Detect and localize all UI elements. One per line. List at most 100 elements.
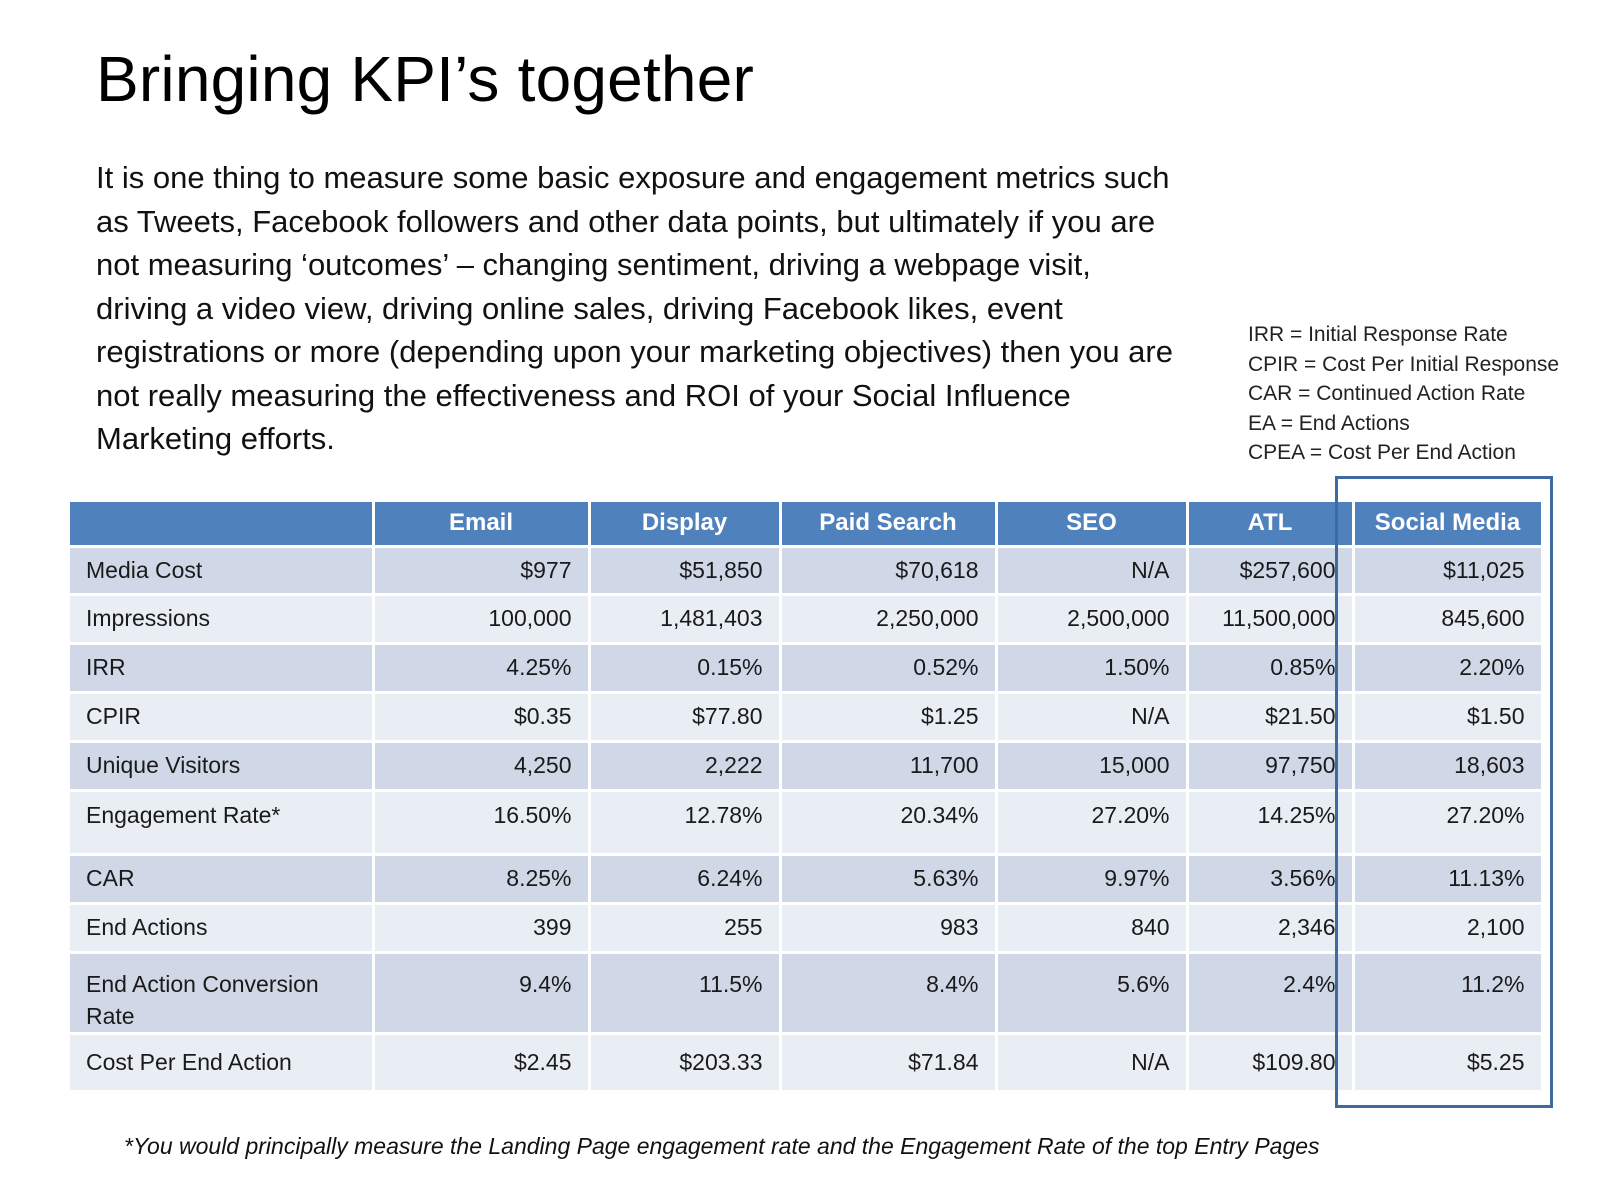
cell-social-media: 11.2%	[1353, 952, 1544, 1035]
column-header-social-media: Social Media	[1353, 502, 1544, 548]
cell-atl: 2,346	[1187, 903, 1355, 954]
footnote: *You would principally measure the Landi…	[124, 1133, 1320, 1159]
header-row: Email Display Paid Search SEO ATL Social…	[70, 502, 1544, 548]
legend-item-cpir: CPIR = Cost Per Initial Response	[1248, 352, 1560, 376]
cell-email: $977	[373, 546, 591, 596]
cell-seo: 2,500,000	[996, 594, 1189, 645]
legend-item-car: CAR = Continued Action Rate	[1248, 382, 1526, 405]
cell-email: 399	[373, 903, 591, 954]
cell-seo: N/A	[996, 692, 1189, 743]
cell-email: 8.25%	[373, 854, 591, 905]
row-label: Engagement Rate*	[70, 790, 375, 856]
cell-social-media: 27.20%	[1353, 790, 1544, 856]
cell-display: 11.5%	[589, 952, 782, 1035]
cell-display: $203.33	[589, 1033, 782, 1093]
cell-email: $2.45	[373, 1033, 591, 1093]
table-row-car: CAR 8.25% 6.24% 5.63% 9.97% 3.56% 11.13%	[70, 854, 1544, 905]
row-label: Impressions	[70, 594, 375, 645]
cell-social-media: $1.50	[1353, 692, 1544, 743]
cell-seo: 840	[996, 903, 1189, 954]
cell-paid-search: $70,618	[780, 546, 998, 596]
cell-seo: N/A	[996, 1033, 1189, 1093]
kpi-table: Email Display Paid Search SEO ATL Social…	[70, 502, 1544, 1093]
cell-display: 6.24%	[589, 854, 782, 905]
cell-email: 9.4%	[373, 952, 591, 1035]
table-row-end-actions: End Actions 399 255 983 840 2,346 2,100	[70, 903, 1544, 954]
table-row-end-action-conversion-rate: End Action Conversion Rate 9.4% 11.5% 8.…	[70, 952, 1544, 1035]
cell-atl: 14.25%	[1187, 790, 1355, 856]
cell-seo: 15,000	[996, 741, 1189, 792]
cell-display: 1,481,403	[589, 594, 782, 645]
cell-display: 12.78%	[589, 790, 782, 856]
cell-display: $77.80	[589, 692, 782, 743]
cell-seo: 1.50%	[996, 643, 1189, 694]
column-header-email: Email	[373, 502, 591, 548]
cell-atl: $109.80	[1187, 1033, 1355, 1093]
row-label: End Actions	[70, 903, 375, 954]
legend-item-irr: IRR = Initial Response Rate	[1248, 323, 1508, 346]
intro-paragraph: It is one thing to measure some basic ex…	[96, 160, 1173, 456]
row-label: CAR	[70, 854, 375, 905]
column-header-atl: ATL	[1187, 502, 1355, 548]
cell-atl: 3.56%	[1187, 854, 1355, 905]
cell-display: 0.15%	[589, 643, 782, 694]
cell-social-media: 18,603	[1353, 741, 1544, 792]
cell-paid-search: 2,250,000	[780, 594, 998, 645]
column-header-paid-search: Paid Search	[780, 502, 998, 548]
column-header-seo: SEO	[996, 502, 1189, 548]
cell-atl: $21.50	[1187, 692, 1355, 743]
cell-atl: 97,750	[1187, 741, 1355, 792]
cell-paid-search: 5.63%	[780, 854, 998, 905]
cell-paid-search: 20.34%	[780, 790, 998, 856]
table-row-irr: IRR 4.25% 0.15% 0.52% 1.50% 0.85% 2.20%	[70, 643, 1544, 694]
cell-seo: 5.6%	[996, 952, 1189, 1035]
cell-display: 2,222	[589, 741, 782, 792]
table-row-impressions: Impressions 100,000 1,481,403 2,250,000 …	[70, 594, 1544, 645]
cell-display: $51,850	[589, 546, 782, 596]
cell-email: $0.35	[373, 692, 591, 743]
table-row-engagement-rate: Engagement Rate* 16.50% 12.78% 20.34% 27…	[70, 790, 1544, 856]
table-header: Email Display Paid Search SEO ATL Social…	[70, 502, 1544, 548]
cell-atl: 0.85%	[1187, 643, 1355, 694]
slide-title: Bringing KPI’s together	[96, 43, 755, 115]
cell-seo: 9.97%	[996, 854, 1189, 905]
cell-atl: $257,600	[1187, 546, 1355, 596]
cell-email: 4,250	[373, 741, 591, 792]
cell-email: 100,000	[373, 594, 591, 645]
table-row-unique-visitors: Unique Visitors 4,250 2,222 11,700 15,00…	[70, 741, 1544, 792]
cell-display: 255	[589, 903, 782, 954]
cell-paid-search: 0.52%	[780, 643, 998, 694]
cell-email: 16.50%	[373, 790, 591, 856]
table-row-media-cost: Media Cost $977 $51,850 $70,618 N/A $257…	[70, 546, 1544, 596]
row-label: Unique Visitors	[70, 741, 375, 792]
cell-seo: N/A	[996, 546, 1189, 596]
kpi-table-container: Email Display Paid Search SEO ATL Social…	[70, 502, 1544, 1093]
table-body: Media Cost $977 $51,850 $70,618 N/A $257…	[70, 546, 1544, 1093]
table-row-cpir: CPIR $0.35 $77.80 $1.25 N/A $21.50 $1.50	[70, 692, 1544, 743]
cell-social-media: 845,600	[1353, 594, 1544, 645]
column-header-display: Display	[589, 502, 782, 548]
row-label: CPIR	[70, 692, 375, 743]
row-label: End Action Conversion Rate	[70, 952, 375, 1035]
cell-seo: 27.20%	[996, 790, 1189, 856]
cell-social-media: 2,100	[1353, 903, 1544, 954]
cell-email: 4.25%	[373, 643, 591, 694]
row-label: Media Cost	[70, 546, 375, 596]
cell-paid-search: $71.84	[780, 1033, 998, 1093]
cell-social-media: 2.20%	[1353, 643, 1544, 694]
cell-paid-search: 983	[780, 903, 998, 954]
cell-social-media: $5.25	[1353, 1033, 1544, 1093]
legend-item-ea: EA = End Actions	[1248, 411, 1410, 435]
cell-paid-search: 8.4%	[780, 952, 998, 1035]
column-header-metric	[70, 502, 375, 548]
legend-item-cpea: CPEA = Cost Per End Action	[1248, 441, 1516, 464]
cell-social-media: $11,025	[1353, 546, 1544, 596]
cell-paid-search: 11,700	[780, 741, 998, 792]
row-label: Cost Per End Action	[70, 1033, 375, 1093]
cell-paid-search: $1.25	[780, 692, 998, 743]
cell-atl: 11,500,000	[1187, 594, 1355, 645]
cell-atl: 2.4%	[1187, 952, 1355, 1035]
abbreviation-legend: IRR = Initial Response Rate CPIR = Cost …	[1248, 320, 1559, 468]
table-row-cost-per-end-action: Cost Per End Action $2.45 $203.33 $71.84…	[70, 1033, 1544, 1093]
row-label: IRR	[70, 643, 375, 694]
